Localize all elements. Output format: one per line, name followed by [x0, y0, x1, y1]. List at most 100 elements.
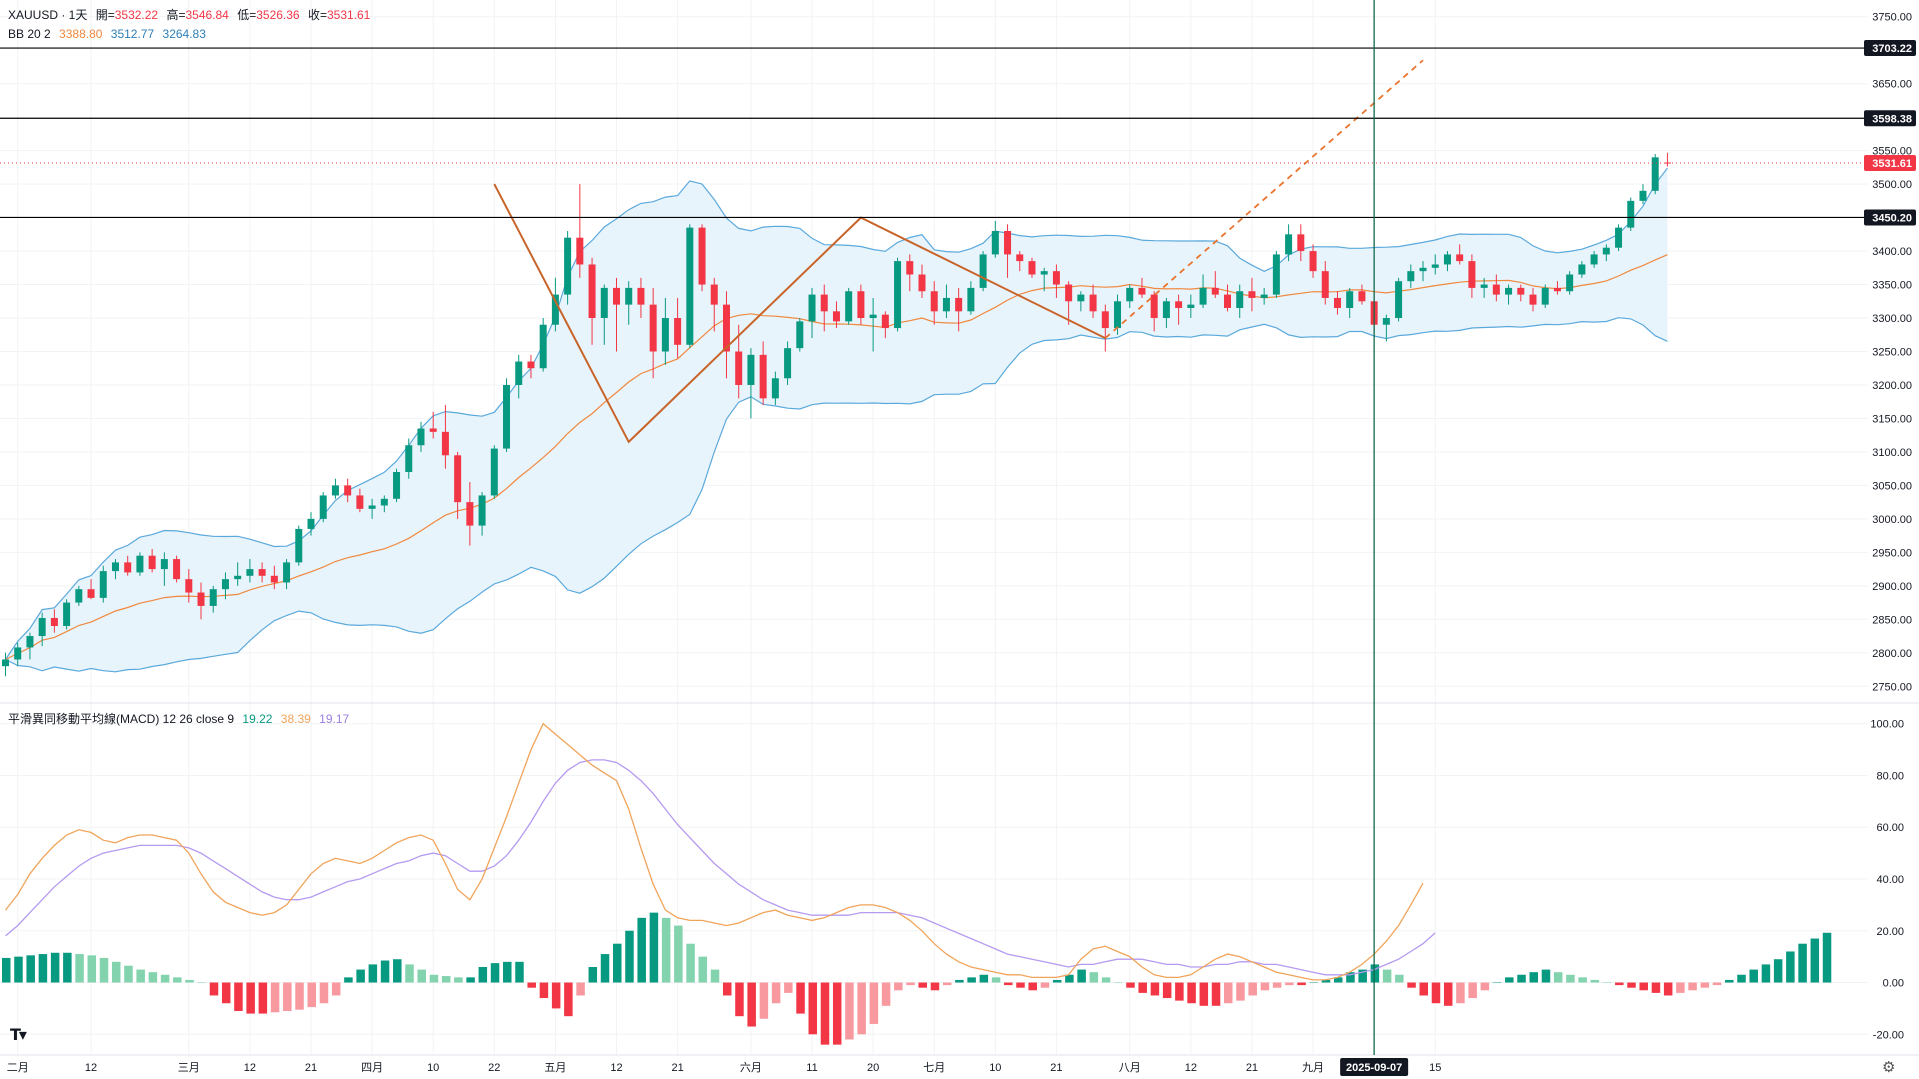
macd-histogram-bar	[820, 982, 830, 1045]
symbol-label[interactable]: XAUUSD · 1天	[8, 8, 88, 22]
candle-body	[735, 351, 743, 385]
bb-lower-value: 3264.83	[162, 27, 206, 41]
macd-histogram-bar	[637, 917, 646, 983]
candle-body	[136, 555, 144, 573]
horizontal-levels[interactable]	[0, 47, 1872, 219]
time-tick-label: 三月	[178, 1062, 200, 1074]
macd-histogram-bar	[270, 982, 280, 1013]
time-tick-label: 12	[85, 1062, 97, 1074]
settings-gear-icon[interactable]: ⚙	[1882, 1059, 1896, 1076]
candle-body	[1480, 284, 1488, 288]
macd-tick-label: 0.00	[1883, 978, 1904, 990]
price-tick-label: 3350.00	[1872, 280, 1912, 292]
candle-body	[1065, 284, 1073, 302]
macd-histogram-bar	[967, 977, 976, 983]
macd-histogram-bar	[1578, 977, 1587, 983]
price-tick-label: 3750.00	[1872, 12, 1912, 24]
candle-body	[173, 559, 181, 580]
macd-histogram-bar	[1260, 982, 1270, 991]
bb-label[interactable]: BB 20 2	[8, 27, 51, 41]
time-axis[interactable]: 二月 12 三月 12 21 四月 10 22 五月 12 21 六月 11 20 七月 10 21 八月 12 21…	[0, 1054, 1919, 1074]
macd-histogram-bar	[173, 977, 182, 983]
tradingview-logo[interactable]: T▾	[10, 1025, 27, 1044]
candle-body	[1553, 287, 1561, 292]
macd-histogram-bar	[661, 917, 671, 983]
macd-histogram-bar	[1272, 982, 1282, 988]
time-tick-label: 12	[610, 1062, 622, 1074]
price-axis[interactable]: 3750.00 3650.00 3550.00 3500.00 3400.00 3350.…	[1864, 12, 1916, 694]
candle-body	[930, 291, 938, 312]
macd-histogram-bar	[295, 982, 304, 1010]
macd-histogram-bar	[1040, 982, 1050, 988]
macd-histogram-bar	[307, 982, 316, 1008]
candle-body	[832, 311, 840, 322]
macd-histogram-bar	[1480, 982, 1490, 991]
candle-body	[600, 287, 608, 319]
macd-histogram-bar	[75, 954, 84, 983]
macd-histogram-bar	[14, 956, 23, 983]
candle-body	[234, 575, 242, 580]
candle-body	[722, 304, 730, 352]
candle-body	[1016, 254, 1024, 262]
candle-body	[2, 659, 9, 667]
candle-body	[490, 448, 498, 496]
macd-histogram-bar	[50, 952, 60, 983]
macd-histogram-bar	[185, 979, 194, 983]
macd-histogram-bar	[906, 982, 915, 986]
macd-label[interactable]: 平滑異同移動平均線(MACD) 12 26 close 9	[8, 712, 235, 726]
bb-basis-value: 3388.80	[59, 27, 103, 41]
macd-histogram-bar	[942, 982, 952, 986]
macd-histogram-bar	[796, 982, 805, 1014]
candle-body	[845, 291, 853, 322]
macd-histogram-bar	[881, 982, 891, 1006]
candle-body	[1199, 287, 1207, 305]
candle-body	[942, 297, 950, 312]
macd-histogram-bar	[393, 959, 402, 983]
price-tick-label: 3100.00	[1872, 447, 1912, 459]
price-tick-label: 3300.00	[1872, 313, 1912, 325]
macd-histogram-bar	[1370, 964, 1380, 983]
macd-histogram-bar	[551, 982, 561, 1009]
candle-body	[124, 562, 132, 573]
candle-body	[796, 321, 804, 349]
candle-body	[1162, 301, 1170, 319]
macd-histogram-bar	[1541, 969, 1551, 983]
macd-histogram-bar	[1529, 972, 1538, 983]
macd-hist-value: 19.22	[242, 712, 273, 726]
macd-histogram-bar	[136, 969, 145, 983]
candle-body	[331, 485, 339, 496]
candle-body	[515, 361, 523, 385]
candle-body	[1663, 162, 1671, 164]
price-tick-label: 3150.00	[1872, 413, 1912, 425]
candle-body	[1407, 271, 1415, 282]
macd-histogram-bar	[2, 957, 11, 983]
macd-histogram-bar	[1566, 974, 1575, 983]
macd-signal-value: 19.17	[319, 712, 350, 726]
macd-line	[4, 722, 1424, 981]
macd-histogram-bar	[539, 982, 549, 999]
ohlc-legend: XAUUSD · 1天 開=3532.22 高=3546.84 低=3526.3…	[8, 6, 375, 23]
time-tick-label: 21	[671, 1062, 683, 1074]
price-tick-label: 3000.00	[1872, 514, 1912, 526]
candle-body	[1346, 291, 1354, 308]
macd-axis[interactable]: 100.00 80.00 60.00 40.00 20.00 0.00 -20.00	[1870, 719, 1904, 1042]
bb-legend: BB 20 2 3388.80 3512.77 3264.83	[8, 27, 211, 41]
macd-histogram-bar	[1492, 982, 1502, 984]
candle-body	[1126, 287, 1134, 302]
time-tick-label: 22	[488, 1062, 500, 1074]
time-tick-label: 八月	[1119, 1062, 1141, 1074]
candle-body	[75, 589, 83, 603]
candle-body	[1187, 304, 1195, 308]
cursor-date-tag	[1340, 1058, 1409, 1076]
macd-histogram-bar	[1089, 972, 1099, 983]
macd-histogram-bar	[955, 979, 964, 983]
time-tick-label: 九月	[1302, 1061, 1324, 1074]
time-tick-label: 21	[1050, 1062, 1062, 1074]
candle-body	[674, 318, 682, 345]
macd-histogram-bar	[784, 982, 793, 993]
candle-body	[747, 354, 755, 385]
macd-histogram-bar	[1248, 982, 1257, 996]
macd-histogram-bar	[1004, 982, 1013, 986]
macd-histogram-bar	[1138, 982, 1147, 993]
